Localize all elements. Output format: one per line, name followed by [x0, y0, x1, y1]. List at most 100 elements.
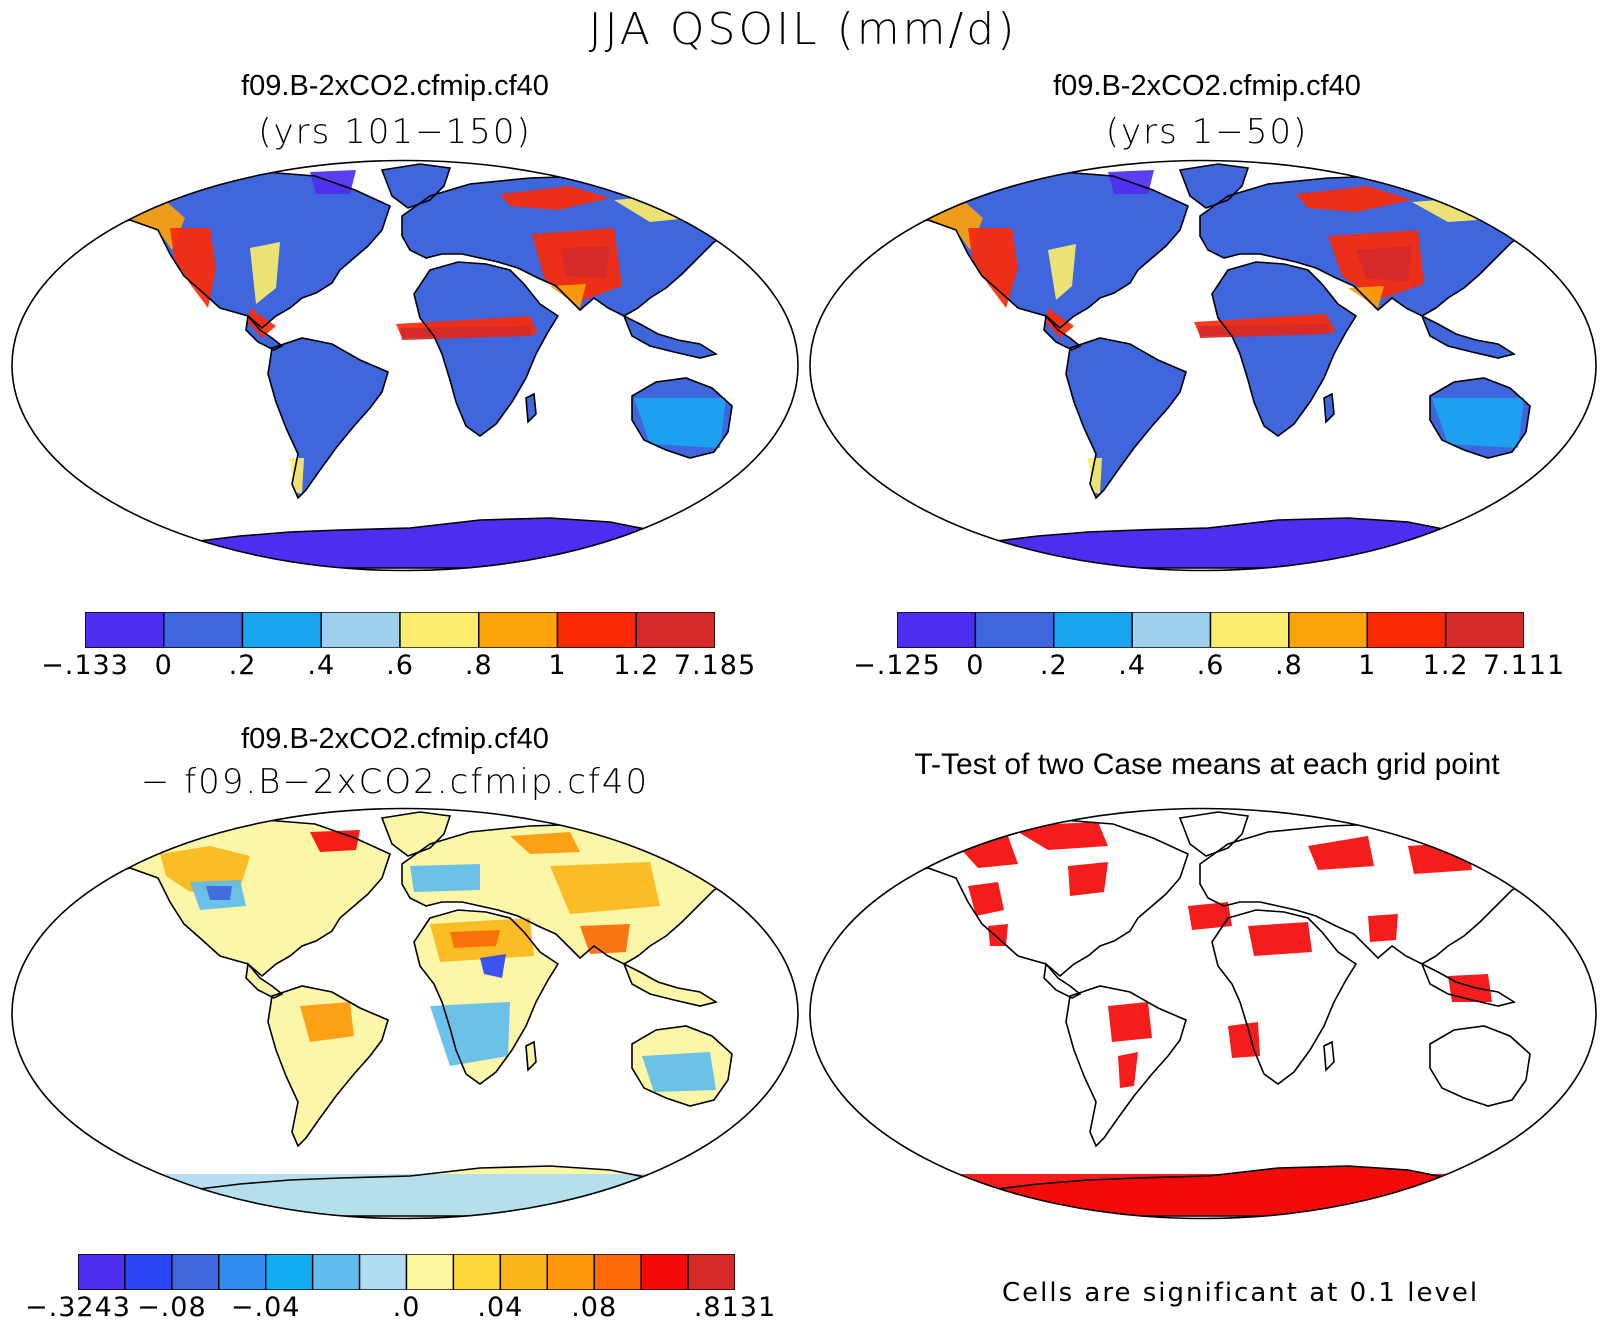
value-patch [560, 246, 610, 278]
land-madagascar [526, 394, 536, 422]
colorbar-cell [1444, 612, 1524, 648]
panel-4-title: T-Test of two Case means at each grid po… [914, 748, 1500, 781]
colorbar-cell [546, 1254, 595, 1290]
land-madagascar [1324, 394, 1334, 422]
value-patch [550, 862, 660, 914]
colorbar-cell [974, 612, 1055, 648]
land-seasia [1422, 316, 1514, 358]
value-patch [170, 228, 216, 308]
panel-3-title: f09.B-2xCO2.cfmip.cf40 [241, 723, 549, 755]
value-patch [150, 1174, 650, 1216]
coast-australia [1429, 377, 1531, 459]
value-patch [500, 186, 610, 210]
map-frame [809, 159, 1597, 572]
value-patch [480, 954, 506, 978]
coast-camerica [1043, 314, 1082, 351]
colorbar-cell [452, 1254, 502, 1290]
colorbar-tick-label: 1.2 [613, 650, 660, 681]
colorbar-cell [897, 612, 977, 648]
colorbar-cell [1209, 612, 1290, 648]
colorbar-tick-label: 1 [548, 650, 567, 681]
antarctica-significant [956, 1166, 1448, 1216]
coast-samerica [267, 337, 389, 500]
value-patch [206, 886, 232, 900]
colorbar-tick-label: −.3243 [25, 1292, 131, 1323]
map-frame [11, 807, 799, 1220]
coast-namerica [887, 819, 1189, 978]
coast-camerica [245, 962, 284, 999]
panel-3-colorbar [78, 1254, 735, 1290]
colorbar-tick-label: .0 [392, 1292, 421, 1323]
land-namerica [888, 820, 1188, 976]
colorbar-cell [241, 612, 322, 648]
coast-seasia [622, 314, 719, 359]
value-patch [1308, 836, 1374, 870]
coast-greenland [380, 163, 452, 209]
colorbar-tick-label: −.04 [230, 1292, 301, 1323]
value-patch [1118, 1052, 1138, 1088]
figure-title: JJA QSOIL (mm/d) [588, 4, 1018, 55]
colorbar-tick-label: −.133 [41, 650, 129, 681]
land-madagascar [1324, 1042, 1334, 1070]
value-patch [1248, 922, 1312, 956]
colorbar-cell [85, 612, 165, 648]
land-seasia [624, 316, 716, 358]
coast-namerica [89, 171, 391, 330]
panel-1-title: f09.B-2xCO2.cfmip.cf40 [241, 70, 549, 102]
coast-greenland [380, 811, 452, 857]
value-patch [290, 458, 304, 494]
colorbar-cell [124, 1254, 173, 1290]
colorbar-cell [358, 1254, 408, 1290]
coast-samerica [1065, 337, 1187, 500]
panel-1-subtitle: (yrs 101−150) [258, 112, 532, 152]
colorbar-cell [635, 612, 715, 648]
colorbar-tick-label: .8131 [693, 1292, 777, 1323]
value-patch [1046, 308, 1074, 338]
value-patch [450, 930, 500, 948]
colorbar-tick-label: .08 [571, 1292, 618, 1323]
value-patch [400, 326, 532, 340]
land-africa [1212, 910, 1356, 1084]
colorbar-cell [640, 1254, 689, 1290]
colorbar-tick-label: .8 [1274, 650, 1303, 681]
coast-seasia [1420, 314, 1517, 359]
coast-africa [1211, 261, 1358, 437]
value-patch [1356, 246, 1412, 282]
coast-australia [631, 1025, 733, 1107]
colorbar-tick-label: .6 [1196, 650, 1225, 681]
colorbar-tick-label: 1.2 [1422, 650, 1469, 681]
value-patch [1448, 974, 1492, 1002]
value-patch [248, 308, 276, 338]
antarctica-value [158, 518, 650, 568]
value-patch [430, 1002, 510, 1066]
value-patch [510, 832, 580, 854]
colorbar-tick-label: 1 [1358, 650, 1377, 681]
value-patch [634, 398, 726, 448]
value-patch [1068, 862, 1108, 896]
value-patch [1048, 244, 1076, 300]
value-patch [1108, 1002, 1152, 1042]
value-patch [250, 242, 280, 304]
coast-greenland [1178, 163, 1250, 209]
coast-samerica [1065, 985, 1187, 1148]
colorbar-cell [171, 1254, 220, 1290]
panel-2-subtitle: (yrs 1−50) [1105, 112, 1309, 152]
panel-2-title: f09.B-2xCO2.cfmip.cf40 [1053, 70, 1361, 102]
value-patch [410, 864, 480, 892]
colorbar-cell [265, 1254, 314, 1290]
coast-seasia [622, 962, 719, 1007]
panel-3-subtitle: − f09.B−2xCO2.cfmip.cf40 [140, 762, 650, 802]
colorbar-cell [556, 612, 637, 648]
colorbar-tick-label: 7.111 [1482, 650, 1566, 681]
coast-madagascar [1323, 1040, 1335, 1072]
colorbar-tick-label: −.08 [137, 1292, 207, 1323]
coast-greenland [1178, 811, 1250, 857]
colorbar-tick-label: 0 [966, 650, 985, 681]
colorbar-cell [78, 1254, 126, 1290]
colorbar-tick-label: .6 [386, 650, 414, 681]
colorbar-tick-label: .2 [1039, 650, 1068, 681]
map-frame [11, 159, 799, 572]
coast-australia [1429, 1025, 1531, 1107]
colorbar-cell [163, 612, 244, 648]
colorbar-cell [320, 612, 401, 648]
